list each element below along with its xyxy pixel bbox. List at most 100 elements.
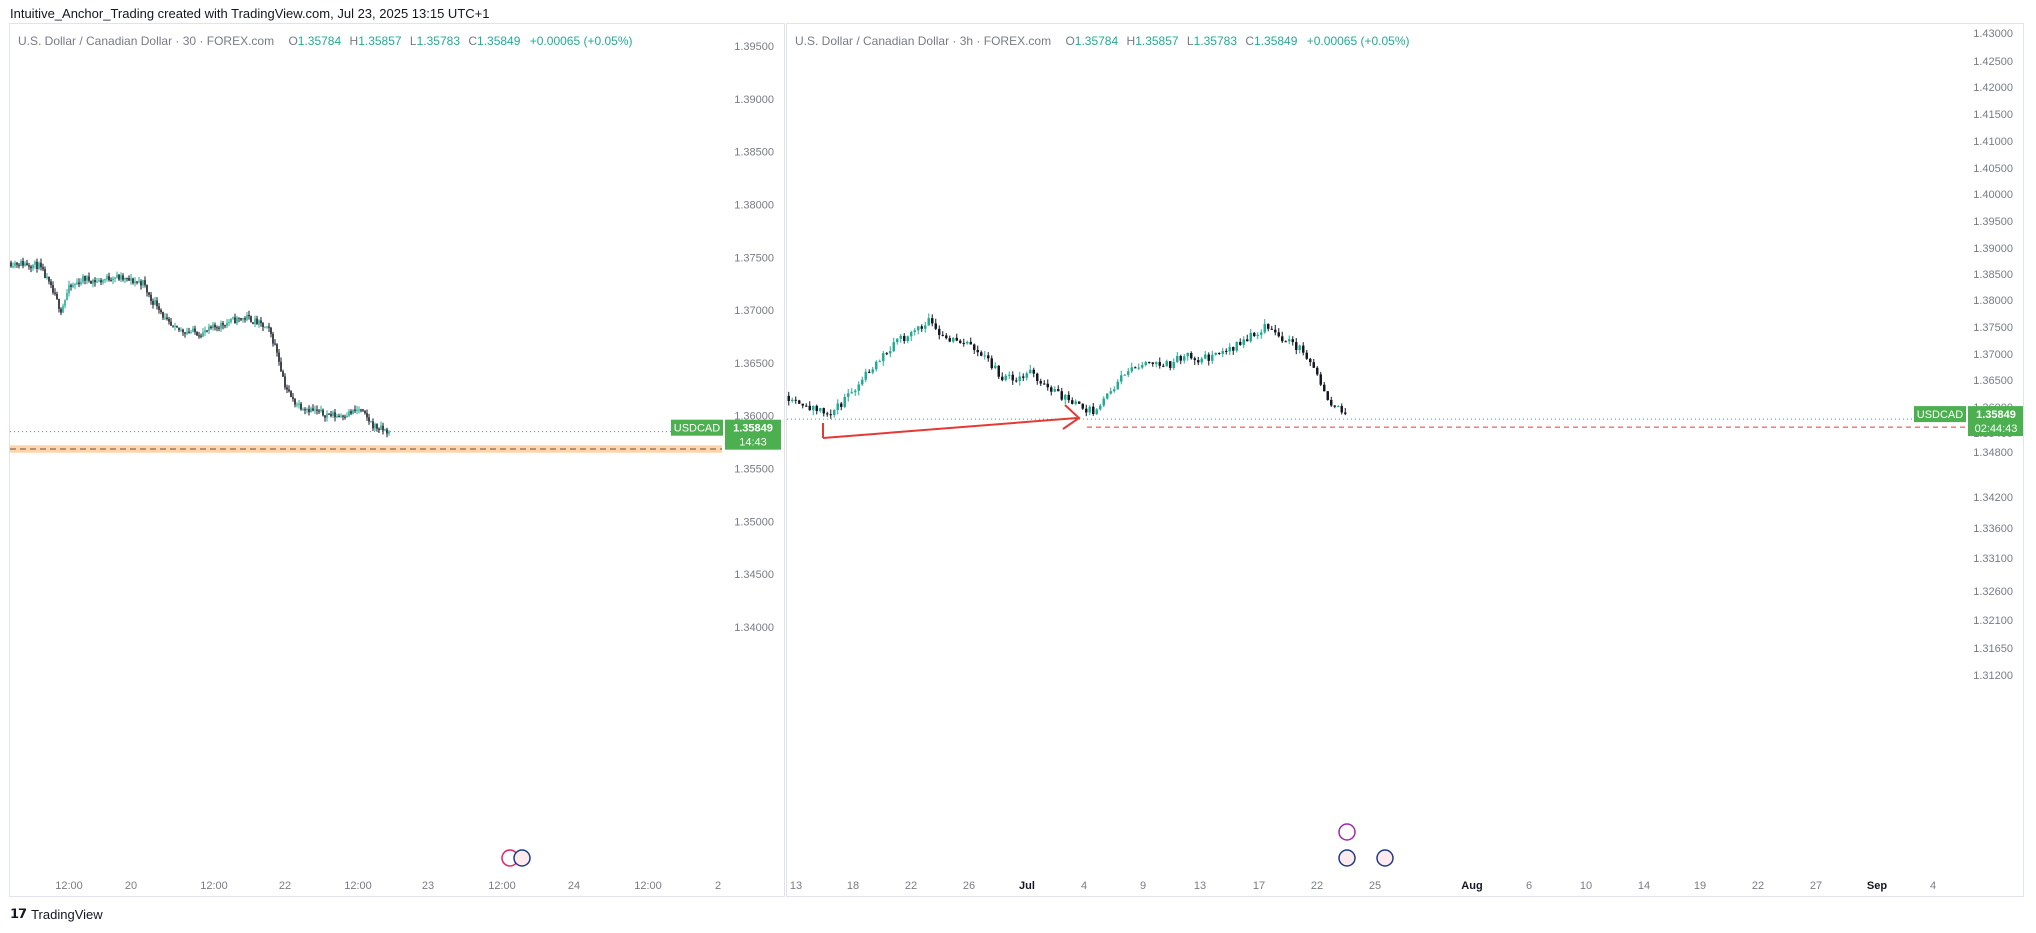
legend-symbol: U.S. Dollar / Canadian Dollar · 3h · FOR… bbox=[795, 34, 1052, 48]
candle bbox=[1242, 339, 1245, 345]
candle bbox=[1109, 391, 1112, 394]
candle bbox=[308, 409, 310, 413]
candle bbox=[1165, 361, 1168, 367]
candle bbox=[218, 327, 220, 329]
candle bbox=[168, 319, 170, 322]
candle bbox=[896, 338, 899, 343]
y-tick-label: 1.34200 bbox=[1973, 492, 2013, 504]
candle bbox=[955, 337, 958, 341]
y-tick-label: 1.39500 bbox=[734, 41, 774, 53]
candle bbox=[236, 317, 238, 324]
candle bbox=[969, 341, 972, 345]
y-tick-label: 1.36500 bbox=[734, 358, 774, 370]
legend-high-label: H bbox=[349, 34, 359, 48]
candle bbox=[150, 294, 152, 301]
price-tag-symbol-bg bbox=[671, 419, 723, 436]
candle bbox=[941, 334, 944, 336]
candle bbox=[316, 409, 318, 411]
candle bbox=[260, 320, 262, 324]
candle bbox=[1036, 373, 1039, 382]
candle bbox=[292, 397, 294, 399]
legend-low-label: L bbox=[409, 34, 417, 48]
tradingview-logo[interactable]: 𝟭𝟳 TradingView bbox=[10, 906, 103, 922]
candle bbox=[46, 276, 48, 279]
candle bbox=[987, 355, 990, 359]
x-tick-label: 2 bbox=[715, 880, 721, 892]
chart-panel-30m[interactable]: 1.39500 1.39000 1.38500 1.38000 1.37500 1.370… bbox=[9, 23, 785, 897]
candle bbox=[1326, 391, 1329, 400]
candle bbox=[14, 262, 16, 267]
candle bbox=[854, 390, 857, 393]
candle bbox=[140, 281, 142, 286]
candle bbox=[1148, 362, 1151, 364]
candle bbox=[1190, 353, 1193, 359]
candle bbox=[962, 342, 965, 344]
candle bbox=[1116, 381, 1119, 390]
candle bbox=[1074, 401, 1077, 404]
candle bbox=[910, 332, 913, 337]
candle bbox=[358, 409, 360, 411]
candle bbox=[328, 413, 330, 415]
candle bbox=[1064, 394, 1067, 400]
candle bbox=[805, 405, 808, 407]
candle bbox=[1102, 398, 1105, 406]
candle bbox=[176, 325, 178, 328]
candle bbox=[1193, 358, 1196, 361]
candle bbox=[104, 279, 106, 281]
x-tick-label: 27 bbox=[1810, 880, 1822, 892]
candle bbox=[234, 317, 236, 324]
candle bbox=[885, 353, 888, 355]
candle bbox=[861, 379, 864, 385]
y-tick-label: 1.37000 bbox=[1973, 349, 2013, 361]
legend-high: 1.35857 bbox=[358, 34, 402, 48]
y-tick-label: 1.31200 bbox=[1973, 670, 2013, 682]
candle bbox=[338, 415, 340, 417]
x-tick-label: Aug bbox=[1461, 880, 1482, 892]
candle bbox=[1323, 384, 1326, 392]
candle bbox=[1337, 406, 1340, 408]
candle bbox=[126, 277, 128, 279]
chart-panel-3h[interactable]: 1.43000 1.42500 1.42000 1.41500 1.41000 1.405… bbox=[786, 23, 2024, 897]
y-tick-label: 1.36500 bbox=[1973, 375, 2013, 387]
candle bbox=[1053, 389, 1056, 392]
candle bbox=[282, 371, 284, 377]
candle bbox=[934, 323, 937, 329]
candle bbox=[878, 361, 881, 363]
candle bbox=[198, 335, 200, 337]
candle bbox=[154, 300, 156, 305]
candle bbox=[332, 412, 334, 416]
candle bbox=[334, 412, 336, 418]
candle bbox=[184, 332, 186, 334]
y-tick-label: 1.37500 bbox=[734, 252, 774, 264]
candle bbox=[1200, 358, 1203, 363]
candle bbox=[1162, 365, 1165, 367]
candle bbox=[310, 408, 312, 413]
candle bbox=[364, 410, 366, 414]
candle bbox=[1207, 354, 1210, 361]
candle bbox=[1256, 334, 1259, 337]
candle bbox=[376, 424, 378, 429]
x-tick-label: 17 bbox=[1253, 880, 1265, 892]
candle bbox=[1001, 376, 1004, 381]
candle bbox=[76, 282, 78, 285]
candle bbox=[82, 275, 84, 282]
chart-canvas-30m[interactable]: 1.39500 1.39000 1.38500 1.38000 1.37500 1.370… bbox=[10, 24, 785, 897]
y-tick-label: 1.33100 bbox=[1973, 553, 2013, 565]
candle bbox=[300, 403, 302, 410]
candle bbox=[840, 403, 843, 407]
candle bbox=[52, 285, 54, 293]
x-tick-label: 25 bbox=[1369, 880, 1381, 892]
economic-event-icon bbox=[1338, 823, 1356, 841]
candle bbox=[290, 391, 292, 398]
y-tick-label: 1.35500 bbox=[734, 464, 774, 476]
y-tick-label: 1.40000 bbox=[1973, 189, 2013, 201]
x-tick-label: 13 bbox=[790, 880, 802, 892]
candle bbox=[192, 328, 194, 332]
candle bbox=[1151, 362, 1154, 365]
legend-open: 1.35784 bbox=[1074, 34, 1119, 48]
candle bbox=[927, 318, 930, 326]
chart-canvas-3h[interactable]: 1.43000 1.42500 1.42000 1.41500 1.41000 1.405… bbox=[787, 24, 2024, 897]
candle bbox=[98, 280, 100, 282]
candle bbox=[346, 415, 348, 418]
candle bbox=[1085, 408, 1088, 413]
